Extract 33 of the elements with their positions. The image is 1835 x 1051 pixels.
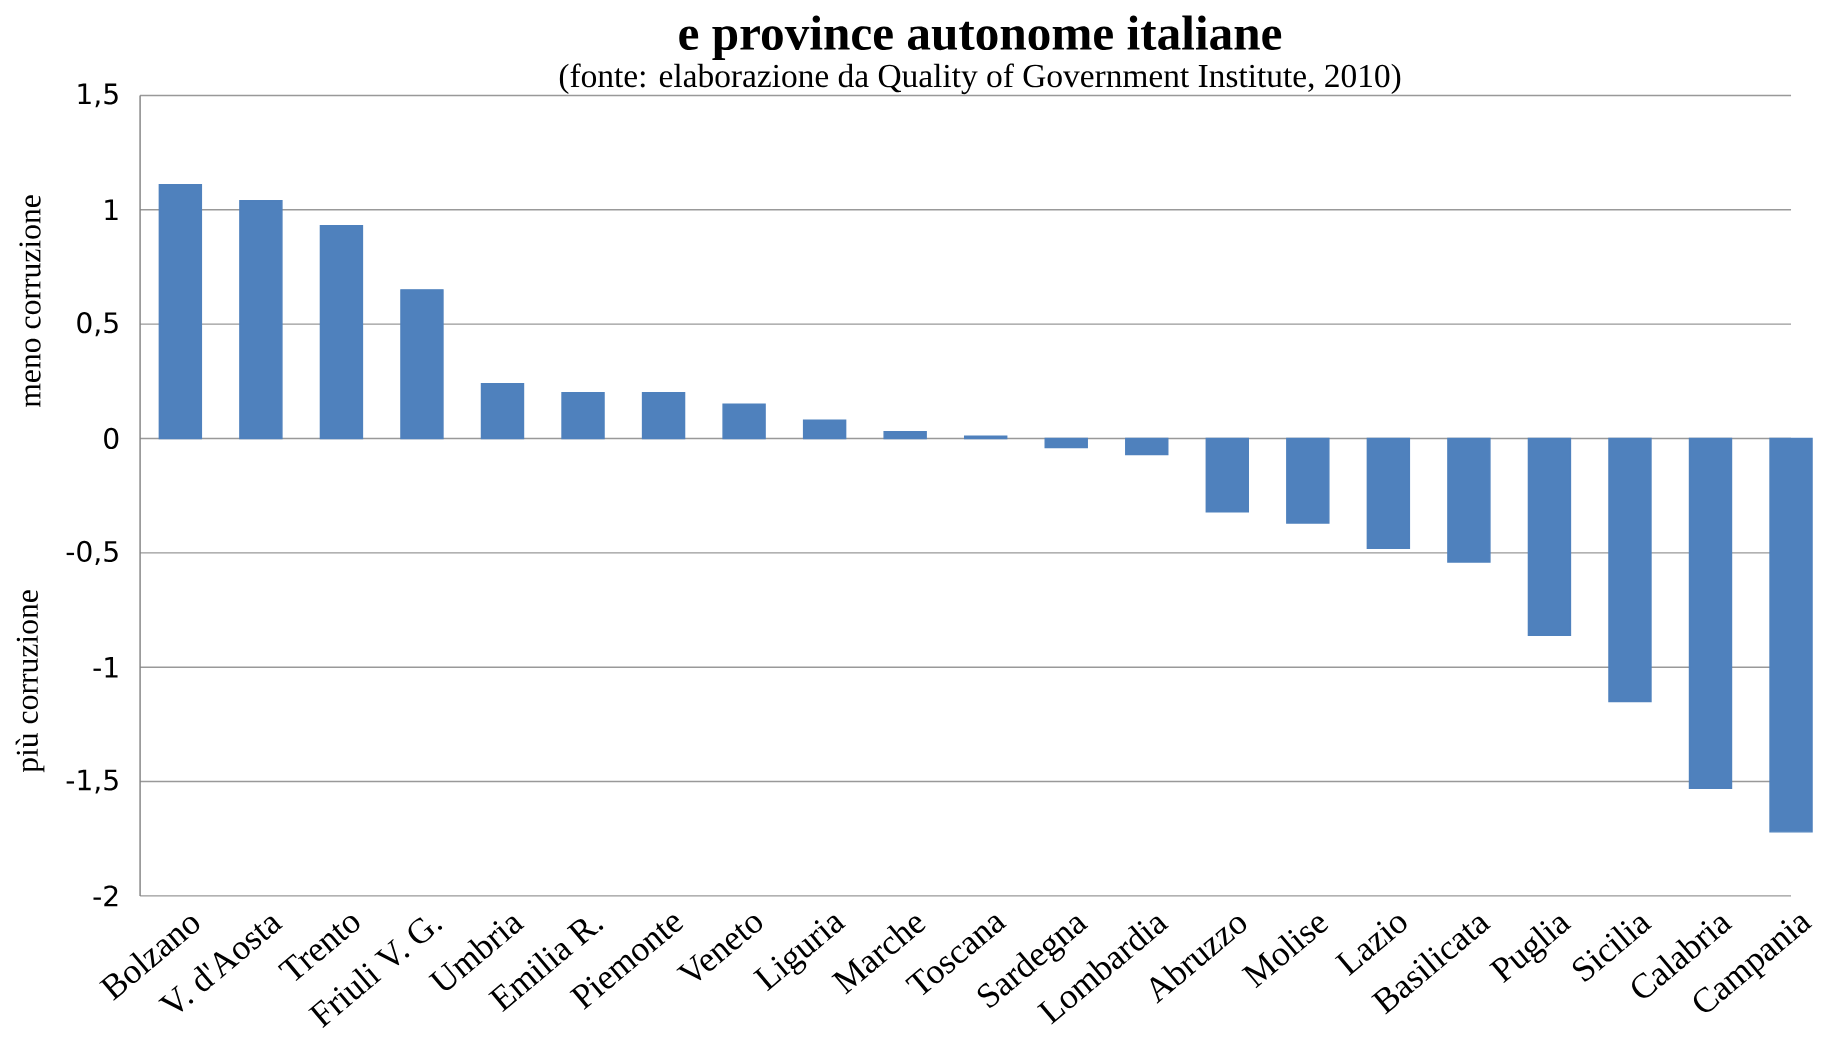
bar <box>722 403 766 440</box>
bar <box>641 392 686 440</box>
bar <box>480 382 525 440</box>
bar <box>1688 437 1733 790</box>
y-tick-label: -1,5 <box>66 769 118 794</box>
bar <box>1205 437 1250 513</box>
y-tick-label: 0,5 <box>77 312 118 337</box>
text: più corruzione <box>15 590 45 773</box>
bar <box>1366 437 1411 549</box>
bar <box>1769 437 1813 833</box>
y-tick-label: -0,5 <box>66 540 118 565</box>
bar <box>1125 437 1169 456</box>
y-tick-label: 0 <box>104 427 119 450</box>
y-tick-label: -1 <box>93 656 118 678</box>
y-tick-label: -2 <box>93 885 118 907</box>
bar <box>1527 437 1572 636</box>
bar <box>239 199 283 440</box>
bar <box>1608 437 1652 703</box>
chart-title: e province autonome italiane <box>679 15 1282 61</box>
y-tick-label: 1 <box>105 199 118 221</box>
bar <box>883 430 927 440</box>
bar <box>802 419 847 440</box>
bar <box>400 289 444 440</box>
bar <box>561 392 605 440</box>
bar <box>1447 437 1491 563</box>
bar <box>1286 437 1330 524</box>
bar <box>1044 437 1088 449</box>
bar <box>963 435 1008 440</box>
chart-subtitle: (fonte: elaborazione da Quality of Government Institute, 2010) <box>559 63 1401 95</box>
bar <box>319 225 364 440</box>
text: meno corruzione <box>19 195 41 408</box>
bar <box>158 183 203 440</box>
y-tick-label: 1,5 <box>78 83 118 108</box>
